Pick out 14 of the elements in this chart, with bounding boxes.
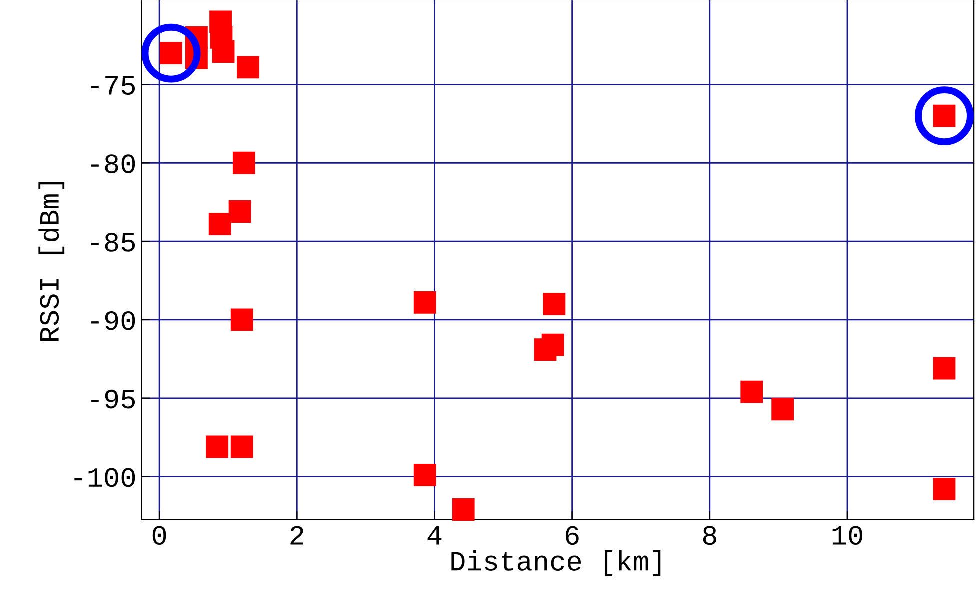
- x-tick-label: 0: [152, 526, 166, 546]
- x-tick-label: 2: [290, 526, 304, 545]
- y-tick-label: -85: [91, 233, 136, 252]
- x-tick-label: 8: [703, 526, 716, 546]
- x-tick-label: 4: [428, 526, 442, 545]
- x-axis-title: Distance [km]: [452, 550, 661, 576]
- y-axis-title: RSSI [dBm]: [38, 182, 65, 342]
- y-tick-label: -95: [91, 390, 136, 409]
- x-tick-label: 10: [832, 526, 862, 546]
- y-tick-label: -90: [91, 311, 136, 330]
- y-tick-label: -80: [91, 154, 136, 174]
- y-tick-label: -100: [74, 468, 136, 488]
- y-tick-label: -75: [91, 76, 136, 96]
- x-tick-label: 6: [566, 526, 579, 546]
